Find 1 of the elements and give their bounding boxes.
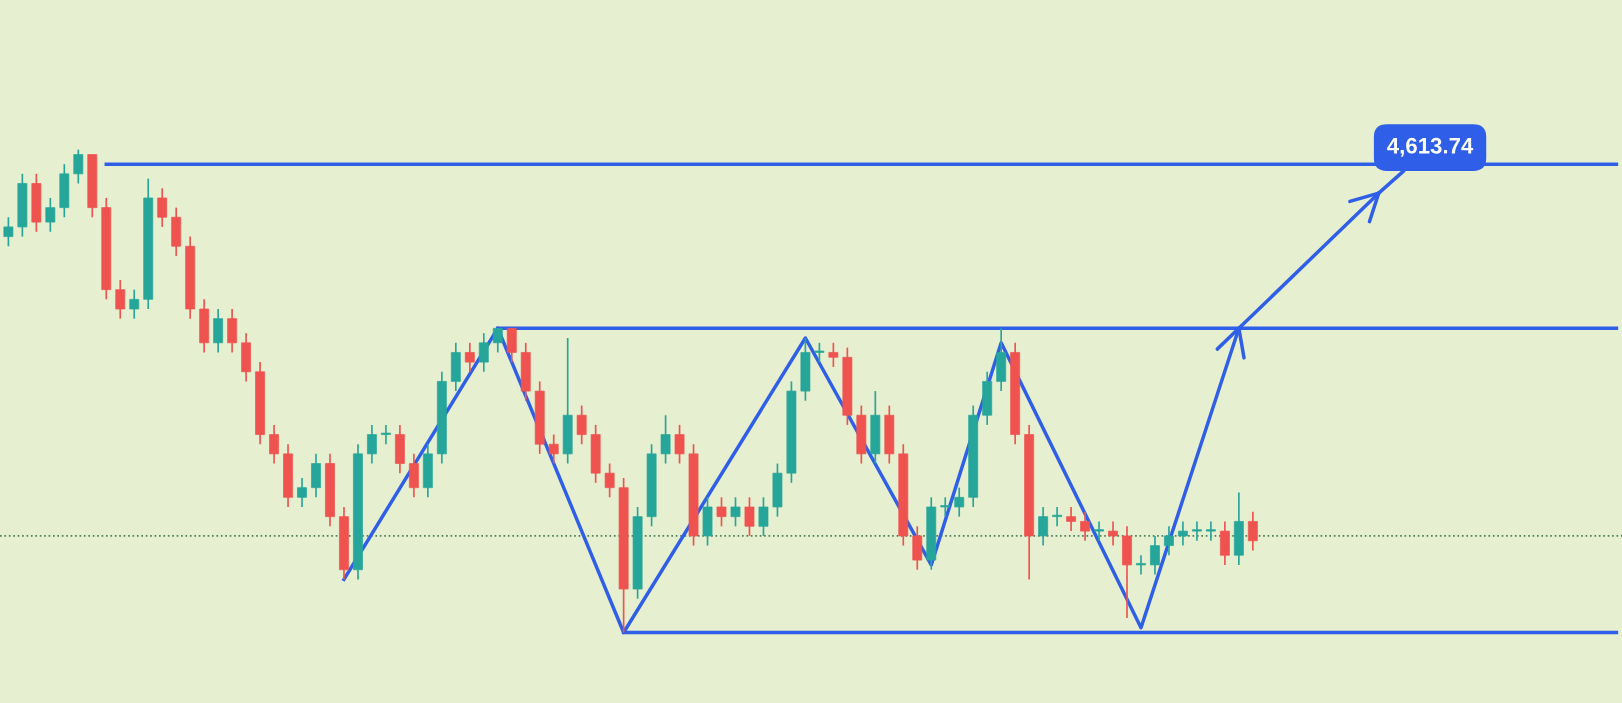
annotation: 4,613.74 bbox=[1387, 137, 1474, 157]
